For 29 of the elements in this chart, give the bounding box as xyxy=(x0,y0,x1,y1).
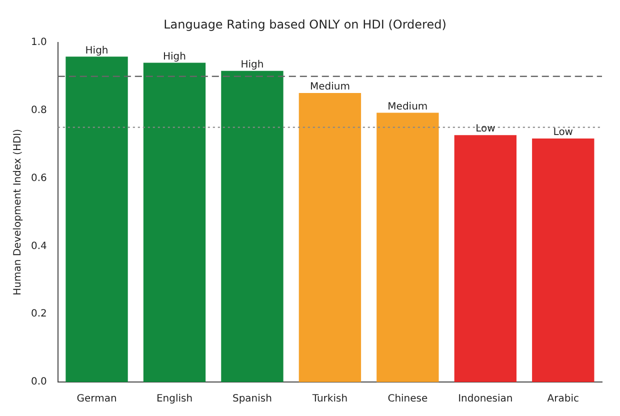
x-tick-label: Arabic xyxy=(547,394,579,405)
bar xyxy=(143,62,206,382)
bar xyxy=(454,135,516,382)
bar xyxy=(532,138,594,382)
data-label: Low xyxy=(553,127,573,138)
y-tick-label: 0.2 xyxy=(30,308,47,320)
data-label: High xyxy=(163,51,186,62)
y-tick-label: 0.8 xyxy=(30,104,47,116)
data-label: High xyxy=(240,60,264,71)
bar xyxy=(376,112,439,382)
y-tick-label: 0.6 xyxy=(30,172,47,184)
bar xyxy=(66,56,128,382)
data-label: Medium xyxy=(310,82,350,93)
bar xyxy=(221,70,284,382)
x-tick-label: English xyxy=(156,394,193,405)
chart-title: Language Rating based ONLY on HDI (Ordered) xyxy=(164,17,446,32)
y-axis-title: Human Development Index (HDI) xyxy=(12,128,24,296)
x-tick-label: Indonesian xyxy=(458,394,513,405)
data-label: Medium xyxy=(388,101,428,112)
bar xyxy=(298,93,362,382)
x-tick-label: German xyxy=(76,394,117,405)
data-label: Low xyxy=(476,124,496,135)
y-tick-label: 1.0 xyxy=(30,36,47,48)
x-tick-label: Chinese xyxy=(388,394,428,405)
x-tick-label: Turkish xyxy=(311,394,348,405)
y-tick-label: 0.0 xyxy=(30,376,47,388)
data-label: High xyxy=(85,45,108,56)
x-tick-label: Spanish xyxy=(232,394,272,405)
y-tick-label: 0.4 xyxy=(30,240,47,252)
